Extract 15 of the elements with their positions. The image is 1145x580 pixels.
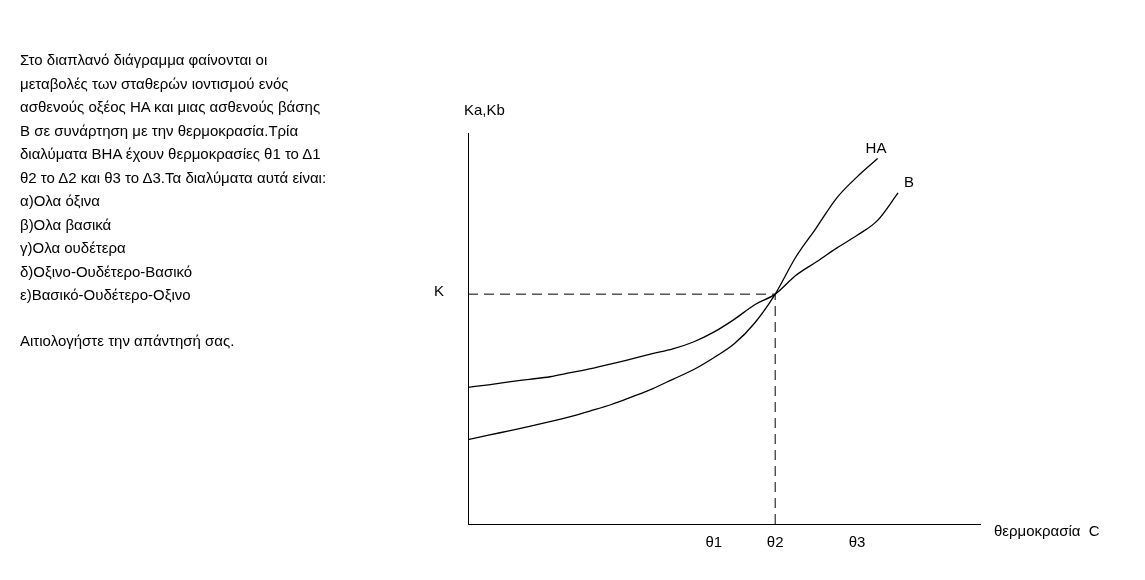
text: Στο διαπλανό διάγραμμα φαίνονται οι μεταβολές των σταθερών ιοντισμού ενός ασθενούς οξέος ΗΑ και μιας ασθενούς βάσης Β σε συνάρτηση με την θερμοκρασία.Τρία διαλύματα ΒΗΑ έχουν θερμοκρασίες θ1 το Δ1 θ2 το Δ2 και θ3 το Δ3.Τα διαλύματα αυτά είναι: xyxy=(20,50,328,188)
ref-line-label: K xyxy=(433,282,444,300)
text: ε)Βασικό-Ουδέτερο-Οξινο xyxy=(20,285,192,305)
x-tick-label: θ3 xyxy=(848,533,866,551)
text: γ)Ολα ουδέτερα xyxy=(20,238,127,258)
text: β)Ολα βασικά xyxy=(20,214,113,235)
text: δ)Οξινο-Ουδέτερο-Βασικό xyxy=(20,261,194,282)
text: Αιτιολογήστε την απάντησή σας. xyxy=(20,330,236,351)
series-label: B xyxy=(904,172,915,190)
series-label: HA xyxy=(865,138,887,156)
x-axis-title: θερμοκρασία C xyxy=(994,522,1100,539)
text: α)Ολα όξινα xyxy=(20,191,101,211)
x-tick-label: θ2 xyxy=(766,533,784,551)
x-tick-label: θ1 xyxy=(705,533,723,551)
y-axis-title: Ka,Kb xyxy=(464,101,505,118)
